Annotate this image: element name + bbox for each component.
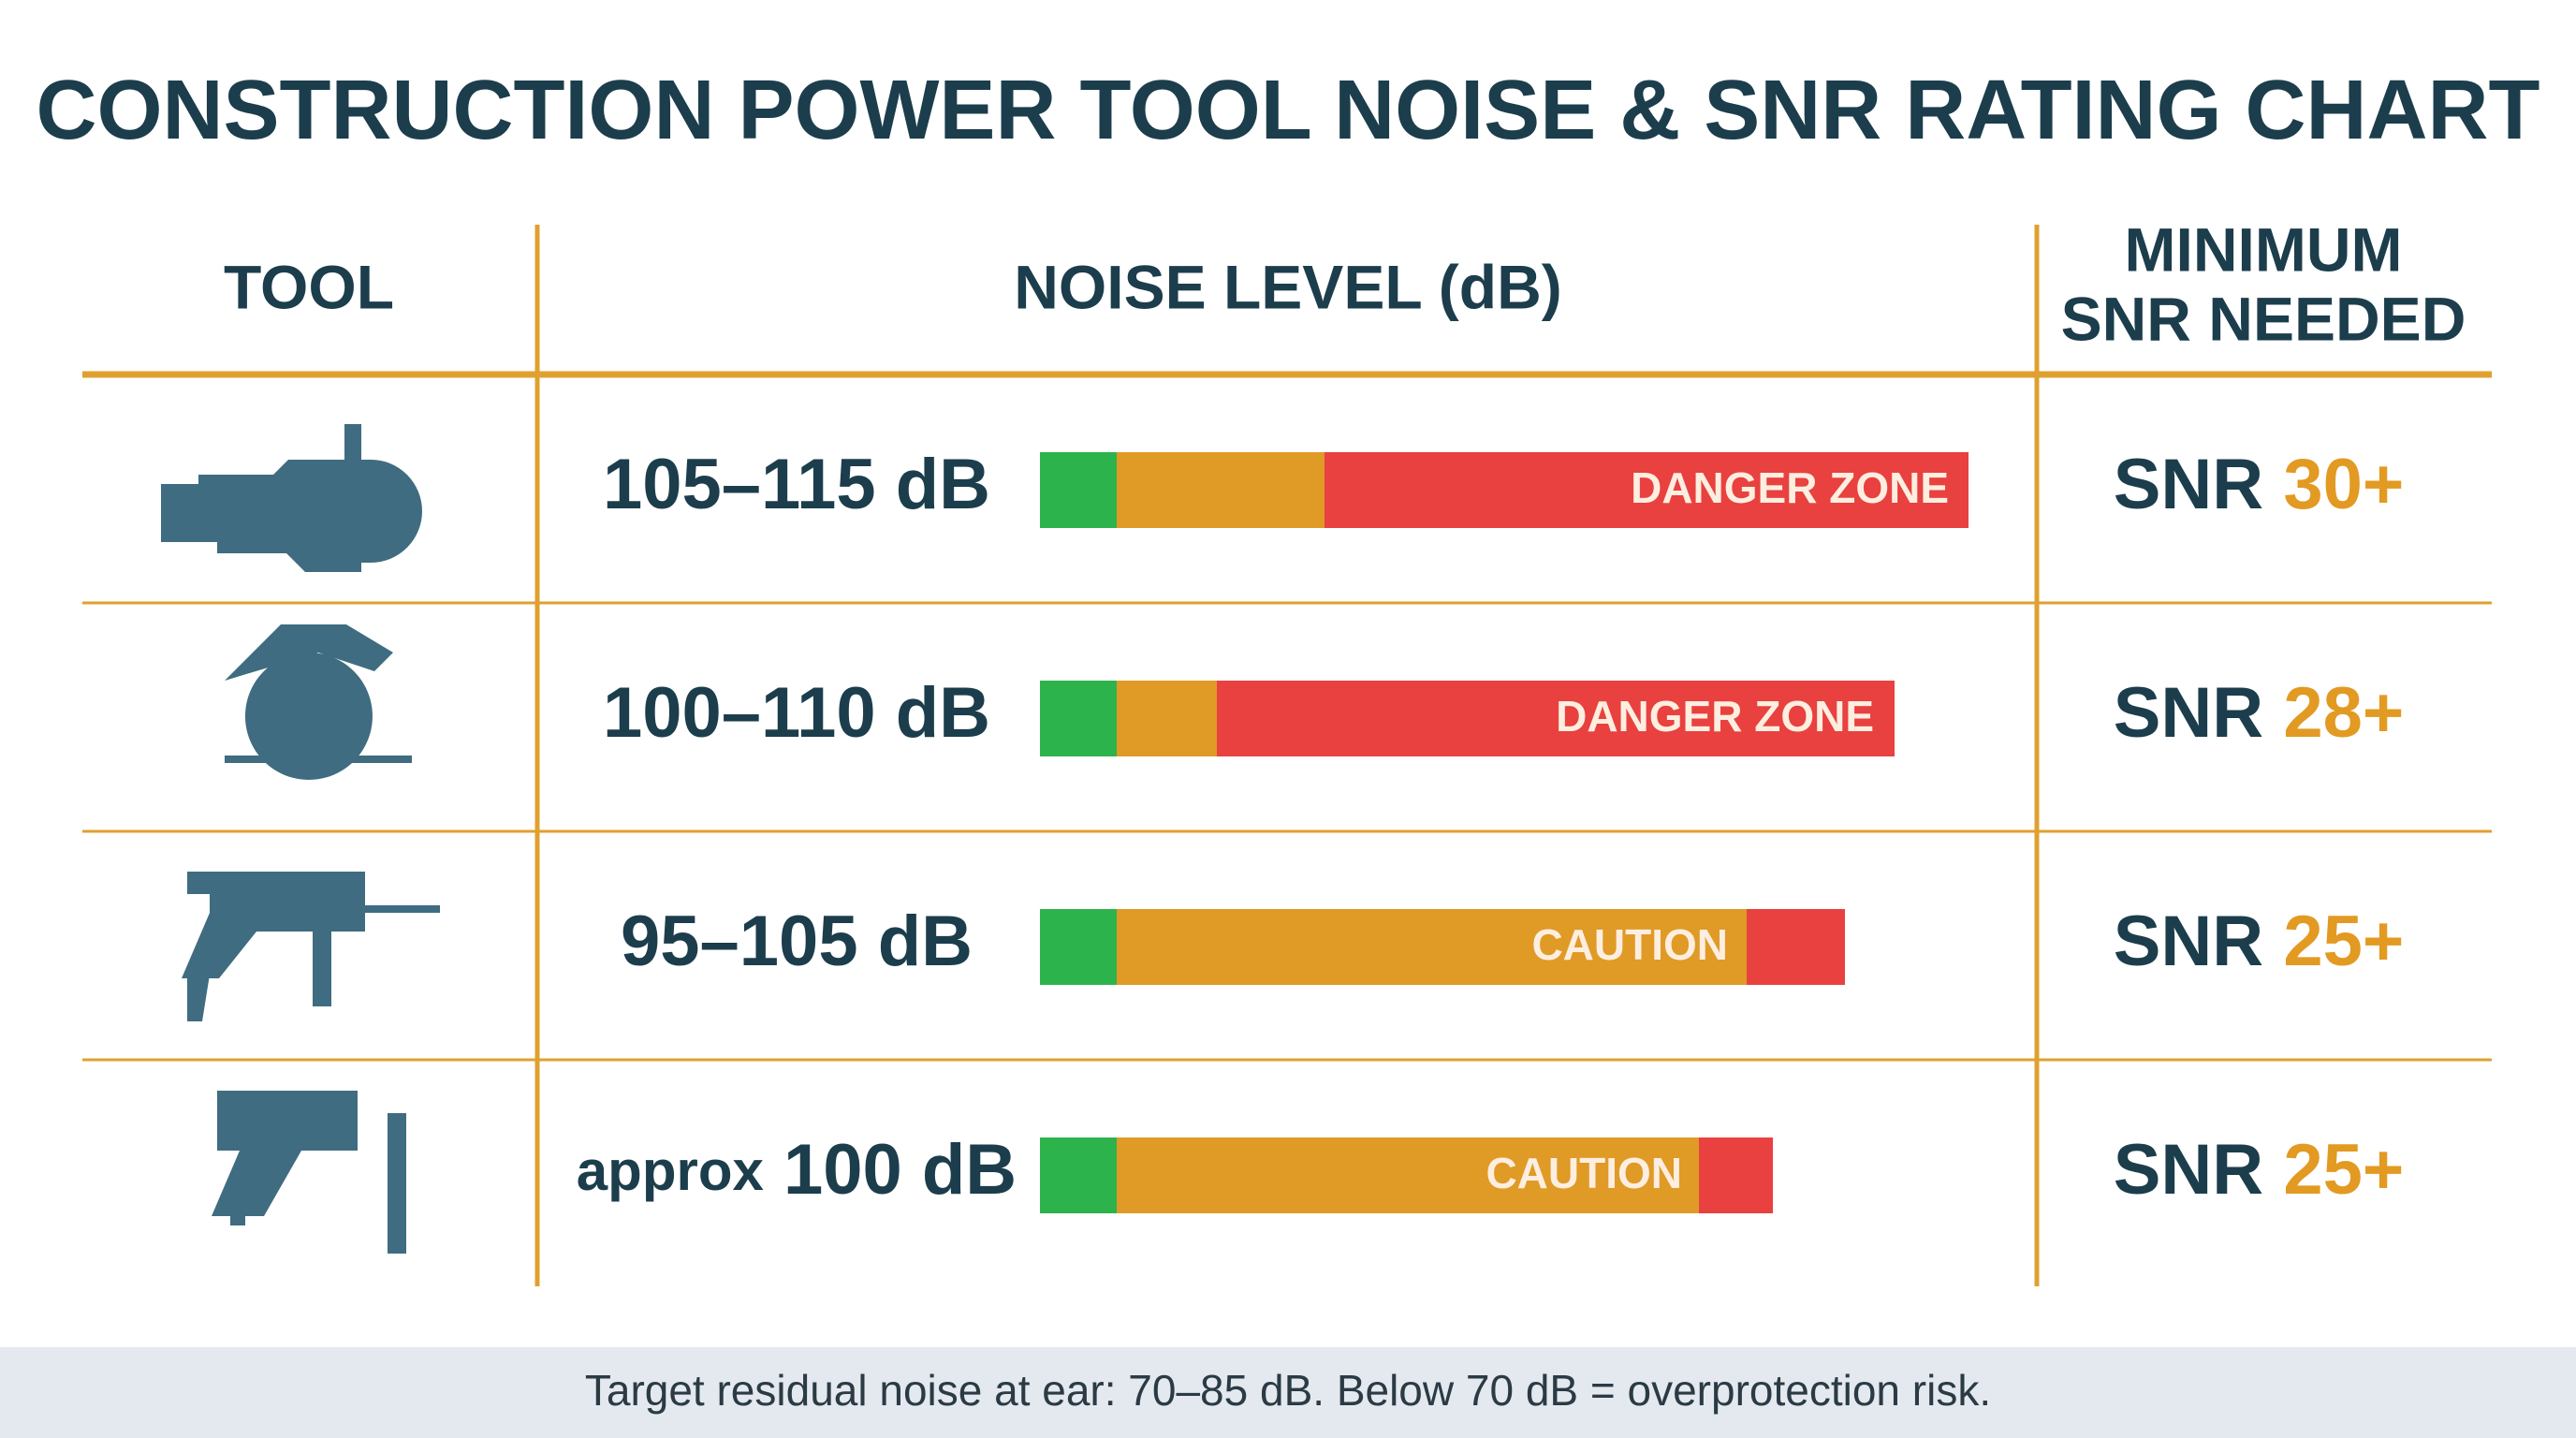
tool-icon (225, 624, 412, 780)
noise-level: 105–115 dB (603, 445, 990, 524)
bar-segment (1117, 452, 1325, 528)
bar-segment (1040, 1137, 1117, 1213)
noise-value: 100 dB (783, 1130, 1017, 1210)
header-noise: NOISE LEVEL (dB) (1014, 252, 1562, 321)
footer-note: Target residual noise at ear: 70–85 dB. … (585, 1366, 1991, 1415)
tool-icon (212, 1091, 406, 1254)
bar-segment (1325, 452, 1969, 528)
title: CONSTRUCTION POWER TOOL NOISE & SNR RATI… (36, 64, 2539, 157)
snr-prefix: SNR (2114, 445, 2263, 524)
noise-value: 95–105 dB (621, 902, 973, 981)
snr-prefix: SNR (2114, 673, 2263, 753)
noise-value: 100–110 dB (603, 673, 990, 753)
zone-label: CAUTION (1531, 920, 1728, 969)
header-snr: SNR NEEDED (2061, 284, 2466, 353)
snr-value: SNR 28+ (2114, 673, 2405, 753)
snr-number: 30+ (2283, 445, 2404, 524)
header-tool: TOOL (224, 252, 394, 321)
noise-level: 100–110 dB (603, 673, 990, 753)
bar-segment (1117, 909, 1747, 985)
noise-value: 105–115 dB (603, 445, 990, 524)
bar-segment (1747, 909, 1845, 985)
snr-number: 25+ (2283, 902, 2404, 981)
zone-label: CAUTION (1486, 1149, 1682, 1197)
snr-value: SNR 30+ (2114, 445, 2405, 524)
bar-segment (1217, 681, 1895, 756)
bar-segment (1040, 452, 1117, 528)
bar-segment (1117, 681, 1217, 756)
header-snr: MINIMUM (2125, 214, 2403, 284)
noise-level: approx 100 dB (577, 1130, 1017, 1210)
snr-value: SNR 25+ (2114, 1130, 2405, 1210)
snr-value: SNR 25+ (2114, 902, 2405, 981)
footer-band (0, 1347, 2576, 1438)
bar-segment (1699, 1137, 1773, 1213)
snr-number: 28+ (2283, 673, 2404, 753)
snr-prefix: SNR (2114, 1130, 2263, 1210)
bar-segment (1117, 1137, 1699, 1213)
rows: 105–115 dB DANGER ZONE SNR 30+ 100–110 dB DA… (161, 424, 2404, 1254)
tool-icon (182, 872, 440, 1021)
noise-level: 95–105 dB (621, 902, 973, 981)
snr-prefix: SNR (2114, 902, 2263, 981)
bar-segment (1040, 909, 1117, 985)
snr-number: 25+ (2283, 1130, 2404, 1210)
zone-label: DANGER ZONE (1556, 692, 1874, 741)
noise-prefix: approx (577, 1139, 764, 1202)
bar-segment (1040, 681, 1117, 756)
tool-icon (161, 424, 422, 572)
zone-label: DANGER ZONE (1631, 463, 1949, 512)
